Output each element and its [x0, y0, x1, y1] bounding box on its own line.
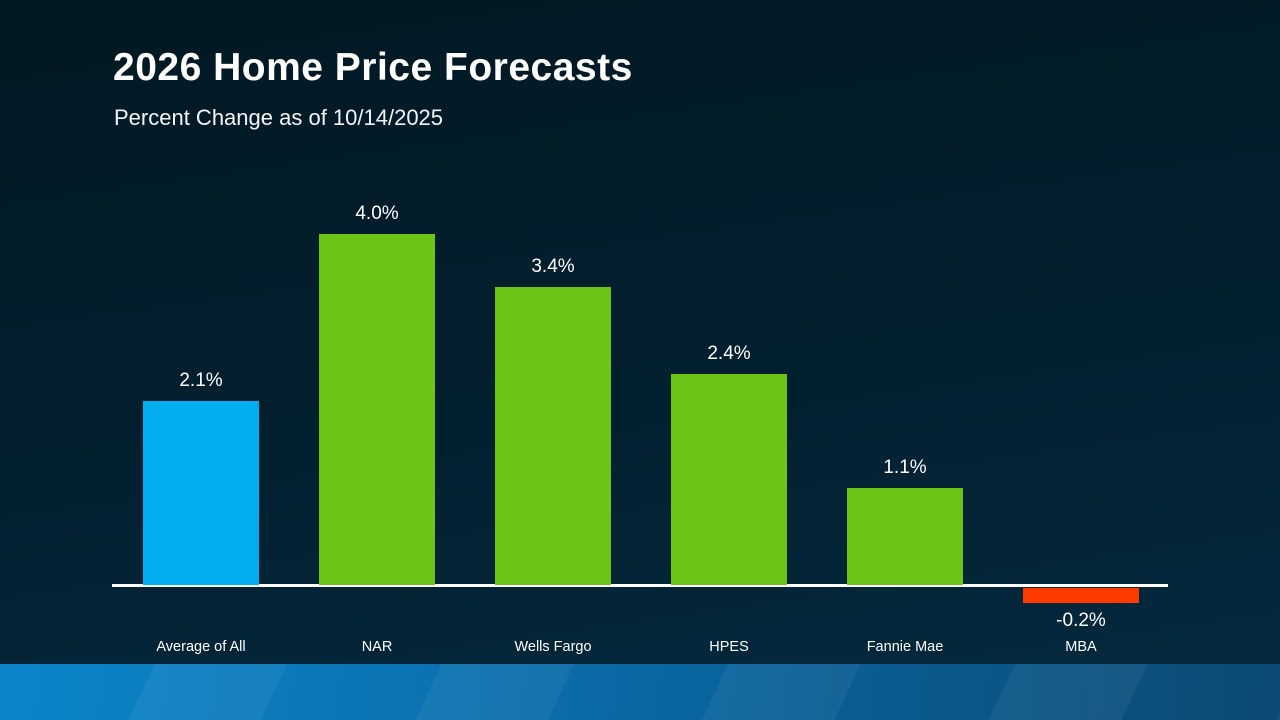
- category-label-hpes: HPES: [709, 639, 749, 655]
- bar-hpes: [671, 374, 787, 585]
- page-title: 2026 Home Price Forecasts: [113, 46, 633, 89]
- x-axis-line: [112, 584, 1168, 587]
- category-label-average-of-all: Average of All: [156, 639, 246, 655]
- bar-average-of-all: [143, 401, 259, 585]
- footer-gradient-band: [0, 664, 1280, 720]
- bar-value-label-wells-fargo: 3.4%: [531, 256, 575, 277]
- bar-nar: [319, 234, 435, 585]
- bar-value-label-mba: -0.2%: [1056, 610, 1106, 631]
- bar-value-label-fannie-mae: 1.1%: [883, 457, 927, 478]
- bar-fannie-mae: [847, 488, 963, 585]
- bar-value-label-average-of-all: 2.1%: [179, 370, 223, 391]
- category-label-mba: MBA: [1065, 639, 1097, 655]
- category-label-fannie-mae: Fannie Mae: [866, 639, 944, 655]
- page-subtitle: Percent Change as of 10/14/2025: [114, 105, 444, 130]
- category-label-nar: NAR: [361, 639, 393, 655]
- bar-value-label-nar: 4.0%: [355, 203, 399, 224]
- bar-wells-fargo: [495, 287, 611, 585]
- bar-value-label-hpes: 2.4%: [707, 343, 751, 364]
- bar-mba: [1023, 588, 1139, 603]
- category-label-wells-fargo: Wells Fargo: [514, 639, 592, 655]
